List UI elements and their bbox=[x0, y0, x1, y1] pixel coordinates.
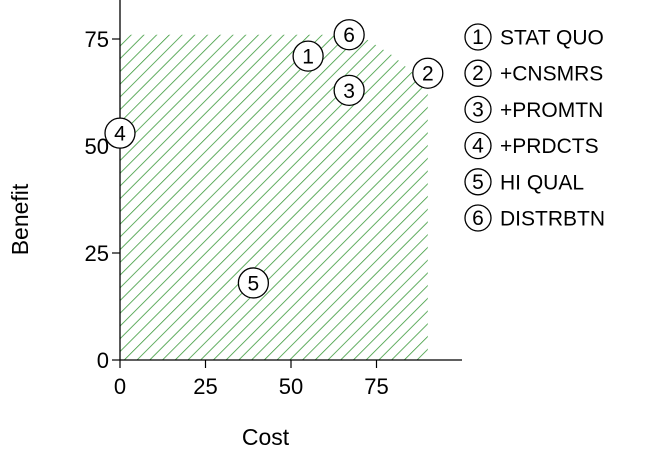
legend-marker bbox=[464, 23, 492, 51]
data-point-marker bbox=[412, 57, 444, 89]
legend-marker bbox=[464, 131, 492, 160]
data-point-label: 4 bbox=[114, 123, 126, 146]
data-point-label: 3 bbox=[343, 80, 355, 103]
legend-label: DISTRBTN bbox=[500, 208, 605, 231]
legend-marker-label: 6 bbox=[472, 207, 484, 230]
legend-marker bbox=[464, 95, 492, 124]
y-axis-title: Benefit bbox=[7, 183, 33, 255]
legend-label: HI QUAL bbox=[500, 171, 584, 194]
legend-item: 6 DISTRBTN bbox=[464, 204, 605, 232]
data-point-marker bbox=[104, 117, 136, 149]
legend-item: 2 +CNSMRS bbox=[464, 59, 603, 87]
y-tick-label: 25 bbox=[85, 241, 109, 266]
legend-item: 1 STAT QUO bbox=[464, 23, 604, 51]
y-tick-label: 75 bbox=[85, 27, 109, 52]
data-point-label: 1 bbox=[302, 46, 314, 69]
legend-label: +CNSMRS bbox=[500, 63, 603, 86]
legend-label: +PRDCTS bbox=[500, 135, 599, 158]
y-tick-label: 50 bbox=[85, 134, 109, 159]
feasible-region-hatch bbox=[120, 34, 428, 360]
data-point-label: 5 bbox=[248, 272, 260, 295]
data-point-6: 6 bbox=[333, 19, 365, 51]
legend-marker-label: 2 bbox=[472, 62, 484, 85]
legend-marker-label: 1 bbox=[472, 26, 484, 49]
data-point-1: 1 bbox=[292, 40, 324, 72]
x-tick-label: 0 bbox=[114, 374, 126, 399]
data-point-3: 3 bbox=[333, 74, 365, 107]
legend-marker-label: 4 bbox=[472, 135, 484, 158]
data-point-label: 6 bbox=[343, 24, 355, 47]
x-axis-title: Cost bbox=[242, 424, 290, 450]
legend-item: 3 +PROMTN bbox=[464, 95, 603, 124]
legend-label: STAT QUO bbox=[500, 27, 604, 50]
legend-item: 4 +PRDCTS bbox=[464, 131, 599, 160]
x-tick-label: 25 bbox=[193, 374, 217, 399]
legend-item: 5 HI QUAL bbox=[464, 168, 584, 196]
data-point-marker bbox=[333, 19, 365, 51]
data-point-marker bbox=[333, 74, 365, 107]
x-tick-label: 50 bbox=[279, 374, 303, 399]
legend-marker bbox=[464, 168, 492, 196]
data-point-4: 4 bbox=[104, 117, 136, 149]
legend-marker-label: 5 bbox=[472, 171, 484, 194]
data-point-label: 2 bbox=[422, 63, 434, 86]
data-point-marker bbox=[237, 267, 270, 299]
data-point-5: 5 bbox=[237, 267, 270, 299]
legend-marker bbox=[464, 59, 492, 87]
legend-marker-label: 3 bbox=[472, 98, 484, 121]
legend-marker bbox=[464, 204, 492, 232]
y-tick-label: 0 bbox=[97, 348, 109, 373]
data-point-marker bbox=[292, 40, 324, 72]
legend-label: +PROMTN bbox=[500, 99, 603, 122]
x-tick-label: 75 bbox=[364, 374, 388, 399]
data-point-2: 2 bbox=[412, 57, 444, 89]
